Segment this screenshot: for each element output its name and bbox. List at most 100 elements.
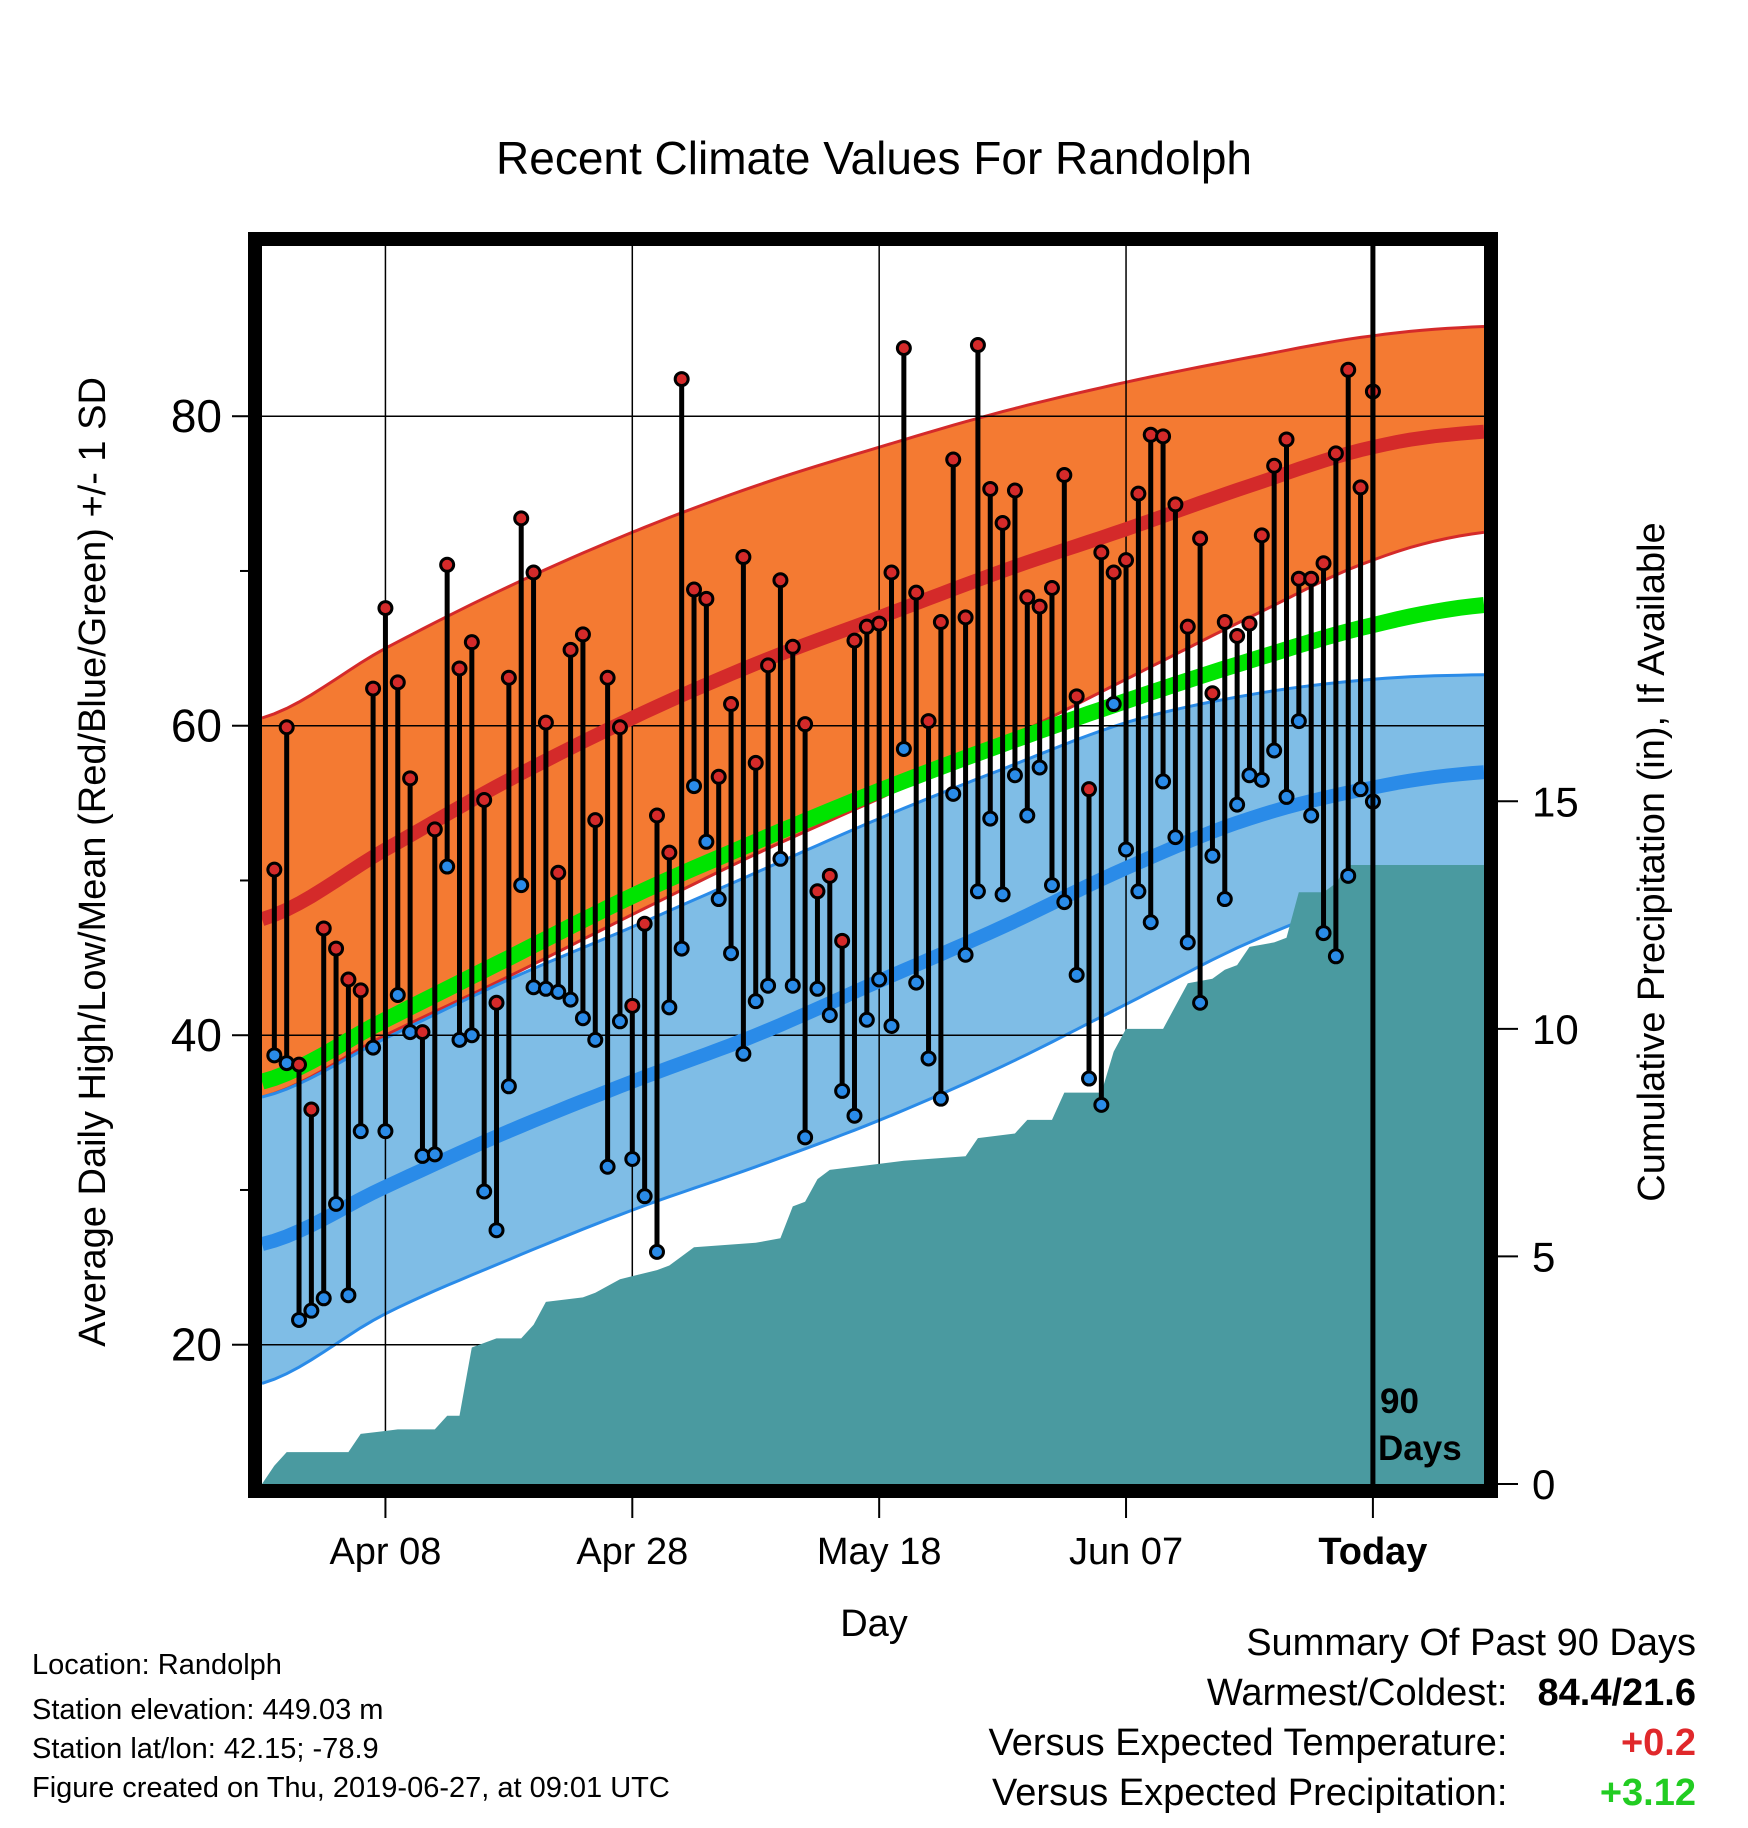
daily-high-point bbox=[1204, 685, 1221, 702]
daily-high-point bbox=[1006, 482, 1023, 499]
daily-low-point bbox=[661, 999, 678, 1016]
daily-high-point bbox=[994, 515, 1011, 532]
y-right-tick-label: 0 bbox=[1532, 1461, 1555, 1508]
daily-high-point bbox=[957, 609, 974, 626]
precip-area bbox=[262, 865, 1484, 1484]
daily-high-point bbox=[315, 920, 332, 937]
daily-high-point bbox=[377, 600, 394, 617]
daily-low-point bbox=[982, 810, 999, 827]
daily-high-point bbox=[500, 669, 517, 686]
daily-observations bbox=[266, 337, 1381, 1328]
daily-high-point bbox=[1068, 688, 1085, 705]
daily-low-point bbox=[648, 1243, 665, 1260]
high-sd-band bbox=[262, 326, 1484, 1098]
high-sd-band-upper-edge bbox=[261, 325, 1485, 720]
daily-low-point bbox=[303, 1302, 320, 1319]
daily-high-point bbox=[809, 883, 826, 900]
daily-high-point bbox=[426, 821, 443, 838]
daily-low-point bbox=[1315, 925, 1332, 942]
summary-warm-cold-value: 84.4/21.6 bbox=[1537, 1672, 1696, 1714]
axes-layer: 20 40 60 80 0 5 10 15 Apr 08 Apr 28 May 18 Jun 07 To… bbox=[171, 390, 1579, 1573]
daily-high-point bbox=[1105, 564, 1122, 581]
daily-low-point bbox=[599, 1158, 616, 1175]
daily-low-point bbox=[1006, 767, 1023, 784]
y-axis-left-title: Average Daily High/Low/Mean (Red/Blue/Gr… bbox=[72, 377, 114, 1347]
daily-low-point bbox=[1068, 966, 1085, 983]
daily-high-point bbox=[1352, 479, 1369, 496]
daily-high-point bbox=[1179, 618, 1196, 635]
daily-low-point bbox=[513, 877, 530, 894]
daily-high-point bbox=[969, 337, 986, 354]
daily-low-point bbox=[1192, 994, 1209, 1011]
daily-high-point bbox=[784, 638, 801, 655]
daily-low-point bbox=[1081, 1070, 1098, 1087]
daily-low-point bbox=[1155, 773, 1172, 790]
daily-low-point bbox=[476, 1183, 493, 1200]
x-tick-label: Apr 08 bbox=[329, 1531, 441, 1573]
daily-high-point bbox=[389, 674, 406, 691]
daily-low-point bbox=[760, 977, 777, 994]
daily-low-point bbox=[932, 1090, 949, 1107]
daily-high-point bbox=[365, 680, 382, 697]
plot-frame-layer bbox=[248, 232, 1498, 1498]
daily-high-point bbox=[735, 549, 752, 566]
daily-low-point bbox=[377, 1123, 394, 1140]
daily-low-point bbox=[624, 1151, 641, 1168]
daily-low-point bbox=[1340, 867, 1357, 884]
x-axis-title: Day bbox=[840, 1603, 908, 1645]
daily-low-point bbox=[920, 1050, 937, 1067]
daily-high-point bbox=[1315, 555, 1332, 572]
daily-low-point bbox=[945, 785, 962, 802]
chart-title: Recent Climate Values For Randolph bbox=[496, 132, 1252, 184]
daily-high-point bbox=[698, 590, 715, 607]
daily-low-point bbox=[957, 946, 974, 963]
daily-low-point bbox=[340, 1287, 357, 1304]
low-sd-band-upper-edge bbox=[261, 673, 1485, 1099]
x-tick-label: May 18 bbox=[817, 1531, 942, 1573]
daily-low-point bbox=[908, 974, 925, 991]
daily-high-point bbox=[883, 564, 900, 581]
daily-high-point bbox=[402, 770, 419, 787]
figure-created: Figure created on Thu, 2019-06-27, at 09… bbox=[32, 1772, 670, 1804]
daily-high-point bbox=[1266, 457, 1283, 474]
daily-high-point bbox=[1253, 527, 1270, 544]
daily-high-point bbox=[328, 940, 345, 957]
daily-low-point bbox=[352, 1123, 369, 1140]
daily-high-point bbox=[463, 634, 480, 651]
daily-high-point bbox=[723, 696, 740, 713]
daily-high-point bbox=[920, 713, 937, 730]
normal-mean-line bbox=[259, 597, 1485, 1090]
daily-high-point bbox=[562, 641, 579, 658]
daily-low-point bbox=[969, 883, 986, 900]
summary-temperature: Versus Expected Temperature: +0.2 bbox=[989, 1722, 1696, 1765]
daily-low-point bbox=[315, 1290, 332, 1307]
daily-high-point bbox=[871, 615, 888, 632]
y-left-tick-label: 40 bbox=[171, 1009, 222, 1061]
summary-precip-value: +3.12 bbox=[1599, 1772, 1696, 1814]
daily-low-point bbox=[673, 940, 690, 957]
daily-low-point bbox=[686, 778, 703, 795]
daily-high-point bbox=[1327, 445, 1344, 462]
daily-low-point bbox=[821, 1007, 838, 1024]
daily-low-point bbox=[772, 850, 789, 867]
daily-low-point bbox=[1204, 847, 1221, 864]
daily-high-point bbox=[982, 480, 999, 497]
daily-high-point bbox=[266, 861, 283, 878]
daily-low-point bbox=[1019, 807, 1036, 824]
plot-frame bbox=[248, 232, 1498, 1498]
today-marker-label-line2: Days bbox=[1378, 1429, 1462, 1468]
daily-low-point bbox=[871, 971, 888, 988]
daily-high-point bbox=[537, 714, 554, 731]
daily-high-point bbox=[834, 932, 851, 949]
daily-low-point bbox=[426, 1146, 443, 1163]
daily-high-point bbox=[574, 626, 591, 643]
y-left-tick-label: 60 bbox=[171, 700, 222, 752]
daily-low-point bbox=[797, 1129, 814, 1146]
summary-precipitation: Versus Expected Precipitation: +3.12 bbox=[992, 1772, 1696, 1815]
daily-low-point bbox=[611, 1013, 628, 1030]
daily-high-point bbox=[661, 844, 678, 861]
precip-area-layer bbox=[262, 865, 1484, 1484]
daily-high-point bbox=[340, 971, 357, 988]
daily-low-point bbox=[328, 1195, 345, 1212]
